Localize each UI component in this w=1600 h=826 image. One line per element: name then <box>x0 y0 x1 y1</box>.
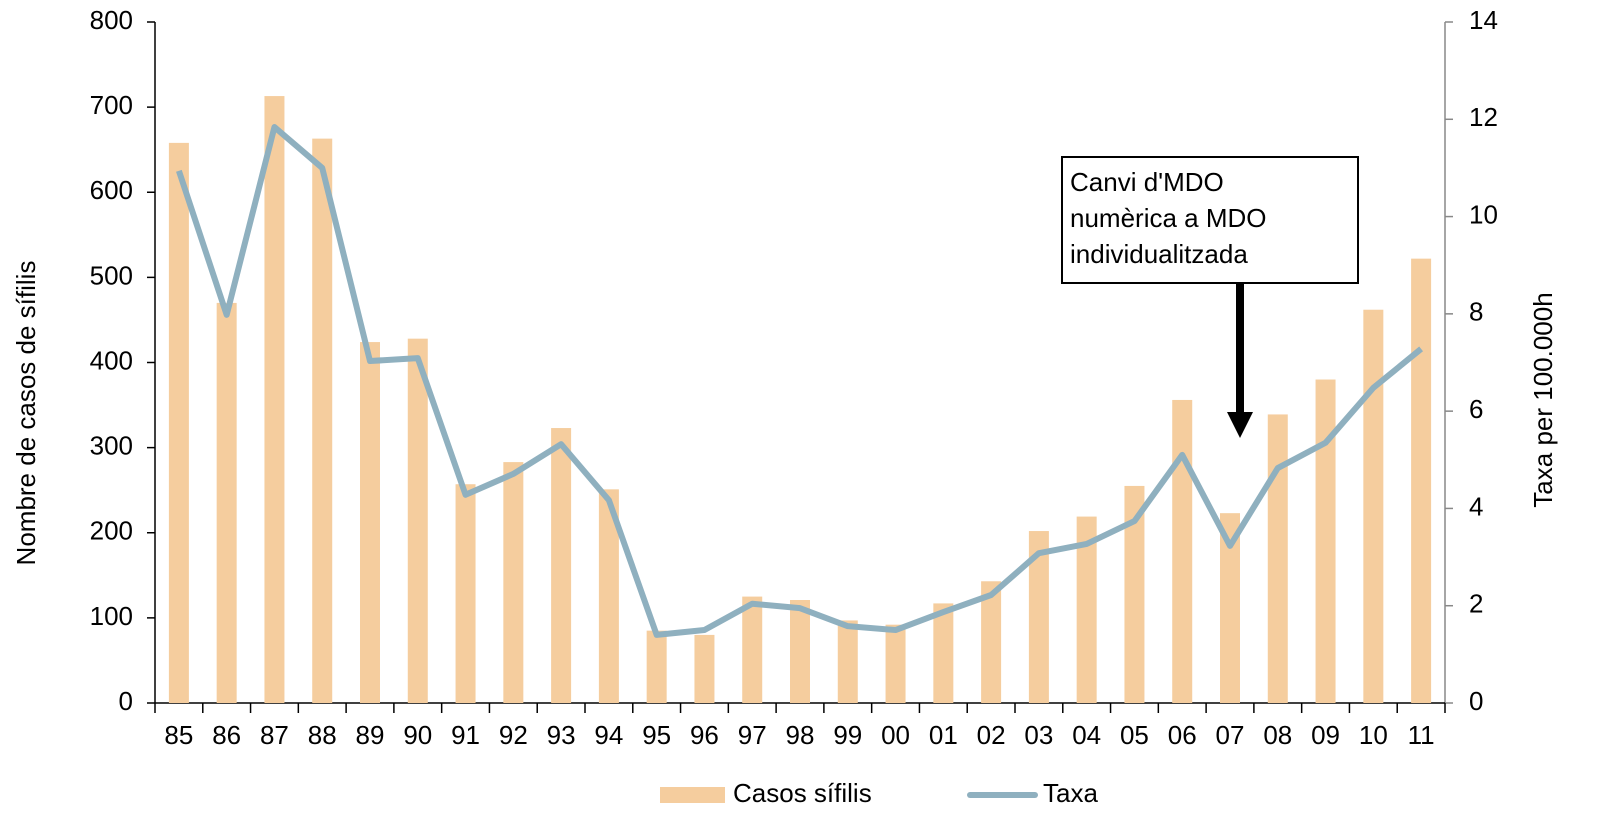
x-tick-label: 09 <box>1311 720 1340 750</box>
bar <box>551 428 572 703</box>
y-tick-label: 500 <box>90 260 133 290</box>
y2-tick-label: 10 <box>1469 199 1498 229</box>
annotation-arrowhead <box>1227 412 1253 438</box>
bar <box>598 489 619 703</box>
y2-tick-label: 14 <box>1469 5 1498 35</box>
x-tick-label: 02 <box>977 720 1006 750</box>
y2-tick-label: 4 <box>1469 491 1483 521</box>
annotation-box <box>1061 156 1359 284</box>
bar <box>885 624 906 703</box>
y-tick-label: 600 <box>90 175 133 205</box>
y-tick-label: 100 <box>90 601 133 631</box>
bar <box>1220 513 1240 703</box>
legend-swatch <box>660 787 725 803</box>
x-tick-label: 03 <box>1024 720 1053 750</box>
x-tick-label: 00 <box>881 720 910 750</box>
x-tick-label: 94 <box>594 720 623 750</box>
y2-tick-label: 6 <box>1469 394 1483 424</box>
bar <box>1315 379 1336 703</box>
bar <box>1124 485 1145 703</box>
y2-tick-label: 2 <box>1469 589 1483 619</box>
x-tick-label: 04 <box>1072 720 1101 750</box>
legend-label: Casos sífilis <box>733 778 872 808</box>
line <box>176 124 1424 638</box>
bar <box>933 603 954 703</box>
bar <box>837 620 858 703</box>
annotation-text: Canvi d'MDO <box>1070 167 1224 197</box>
bar <box>503 462 524 703</box>
y2-tick-label: 0 <box>1469 686 1483 716</box>
y-tick-label: 400 <box>90 345 133 375</box>
x-tick-label: 91 <box>451 720 480 750</box>
bar <box>1267 414 1288 703</box>
x-tick-label: 96 <box>690 720 719 750</box>
bar <box>790 599 810 703</box>
bar <box>1411 258 1432 703</box>
bar <box>1363 309 1384 703</box>
bar <box>646 630 667 703</box>
legend-label: Taxa <box>1043 778 1098 808</box>
x-tick-label: 01 <box>929 720 958 750</box>
bar <box>312 138 333 704</box>
bar <box>360 342 380 703</box>
x-tick-label: 85 <box>164 720 193 750</box>
x-tick-label: 98 <box>786 720 815 750</box>
bar <box>1076 516 1097 703</box>
x-tick-label: 06 <box>1168 720 1197 750</box>
x-tick-label: 97 <box>738 720 767 750</box>
x-tick-label: 10 <box>1359 720 1388 750</box>
y2-tick-label: 12 <box>1469 102 1498 132</box>
bar <box>1028 531 1049 703</box>
x-tick-label: 93 <box>547 720 576 750</box>
x-tick-label: 05 <box>1120 720 1149 750</box>
bar <box>694 634 715 703</box>
y-tick-label: 300 <box>90 431 133 461</box>
y-tick-label: 700 <box>90 90 133 120</box>
x-tick-label: 89 <box>356 720 385 750</box>
x-tick-label: 88 <box>308 720 337 750</box>
y2-axis-label: Taxa per 100.000h <box>1528 292 1558 507</box>
bar <box>455 484 476 703</box>
bar <box>264 96 285 704</box>
x-tick-label: 08 <box>1263 720 1292 750</box>
x-tick-label: 11 <box>1408 720 1435 750</box>
bar <box>742 596 763 703</box>
annotation-text: numèrica a MDO <box>1070 203 1267 233</box>
bar <box>981 581 1002 703</box>
bar <box>1172 399 1193 703</box>
bar <box>216 302 237 703</box>
x-tick-label: 95 <box>642 720 671 750</box>
annotation-text: individualitzada <box>1070 239 1248 269</box>
x-tick-label: 99 <box>833 720 862 750</box>
y-axis-label: Nombre de casos de sífilis <box>11 261 41 566</box>
y2-tick-label: 8 <box>1469 297 1483 327</box>
x-tick-label: 90 <box>403 720 432 750</box>
bar <box>168 142 189 703</box>
y-tick-label: 200 <box>90 516 133 546</box>
bar <box>407 338 428 703</box>
x-tick-label: 92 <box>499 720 528 750</box>
x-tick-label: 87 <box>260 720 289 750</box>
y-tick-label: 800 <box>90 5 133 35</box>
x-tick-label: 86 <box>212 720 241 750</box>
x-tick-label: 07 <box>1216 720 1245 750</box>
y-tick-label: 0 <box>119 686 133 716</box>
